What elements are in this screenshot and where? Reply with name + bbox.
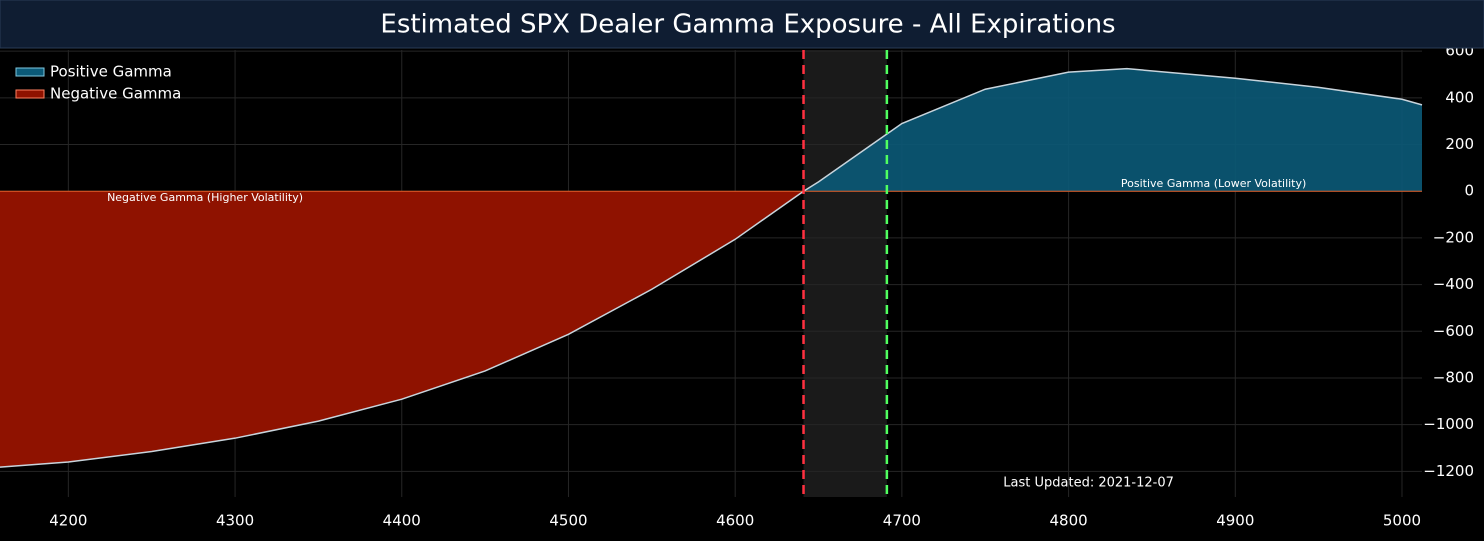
chart-title: Estimated SPX Dealer Gamma Exposure - Al… (380, 10, 1115, 40)
x-tick-label: 4400 (383, 512, 421, 530)
legend-swatch (15, 89, 45, 99)
x-tick-label: 4800 (1049, 512, 1087, 530)
negative-area (0, 191, 804, 468)
annotation: Last Updated: 2021-12-07 (1003, 475, 1174, 490)
legend-swatch (15, 67, 45, 77)
y-tick-label: −200 (1433, 228, 1474, 246)
x-tick-label: 4700 (883, 512, 921, 530)
x-tick-label: 5000 (1383, 512, 1421, 530)
annotation: Negative Gamma (Higher Volatility) (107, 191, 303, 204)
flip-zone (803, 50, 887, 497)
x-tick-label: 4200 (49, 512, 87, 530)
y-tick-label: 200 (1445, 135, 1474, 153)
y-tick-label: −400 (1433, 275, 1474, 293)
y-tick-label: −1200 (1423, 462, 1474, 480)
legend-label: Negative Gamma (50, 85, 181, 103)
y-tick-label: −600 (1433, 322, 1474, 340)
annotation: Positive Gamma (Lower Volatility) (1121, 177, 1306, 190)
positive-area (0, 68, 1422, 192)
x-tick-label: 4500 (549, 512, 587, 530)
y-tick-label: −800 (1433, 368, 1474, 386)
gamma-line (0, 67, 1423, 468)
y-tick-label: −1000 (1423, 415, 1474, 433)
y-tick-label: 400 (1445, 88, 1474, 106)
x-tick-label: 4300 (216, 512, 254, 530)
x-tick-label: 4900 (1216, 512, 1254, 530)
y-tick-label: 0 (1464, 182, 1474, 200)
title-bar (0, 0, 1484, 49)
legend-label: Positive Gamma (50, 63, 172, 81)
x-tick-label: 4600 (716, 512, 754, 530)
